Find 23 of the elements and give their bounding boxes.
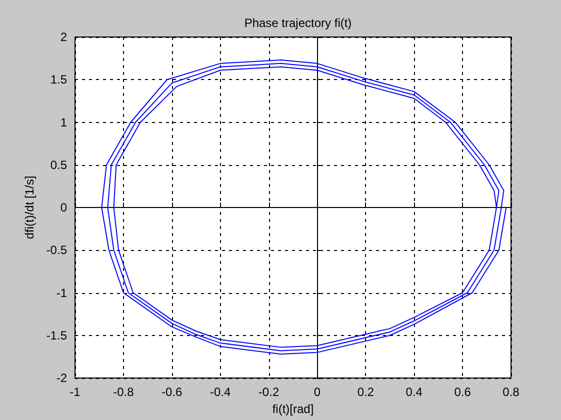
x-tick-label: 0.8 xyxy=(502,385,520,399)
x-tick-label: -0.4 xyxy=(210,385,231,399)
y-axis-title: dfi(t)/dt [1/s] xyxy=(22,176,36,240)
x-tick-label: -0.2 xyxy=(258,385,280,399)
y-tick-label: -1 xyxy=(56,286,68,300)
y-tick-label: 1.5 xyxy=(50,72,68,87)
x-tick-label: 0.4 xyxy=(406,385,423,399)
line-series xyxy=(101,60,507,355)
y-tick-label: -1.5 xyxy=(46,328,68,342)
x-tick-label: -0.8 xyxy=(113,385,134,399)
y-tick-label: 1 xyxy=(60,115,68,130)
x-tick-label: -0.6 xyxy=(162,385,183,399)
chart-title: Phase trajectory fi(t) xyxy=(244,16,352,30)
x-tick-label: 0 xyxy=(314,385,321,399)
y-tick-label: 0.5 xyxy=(50,158,68,172)
x-tick-label: -1 xyxy=(70,385,81,399)
y-tick-label: -2 xyxy=(56,371,68,385)
x-tick-label: 0.2 xyxy=(357,385,374,399)
y-tick-label: -0.5 xyxy=(46,243,68,258)
x-tick-label: 0.6 xyxy=(454,385,472,399)
y-tick-label: 0 xyxy=(60,200,68,214)
y-tick-label: 2 xyxy=(60,30,68,44)
x-axis-title: fi(t)[rad] xyxy=(272,402,314,416)
